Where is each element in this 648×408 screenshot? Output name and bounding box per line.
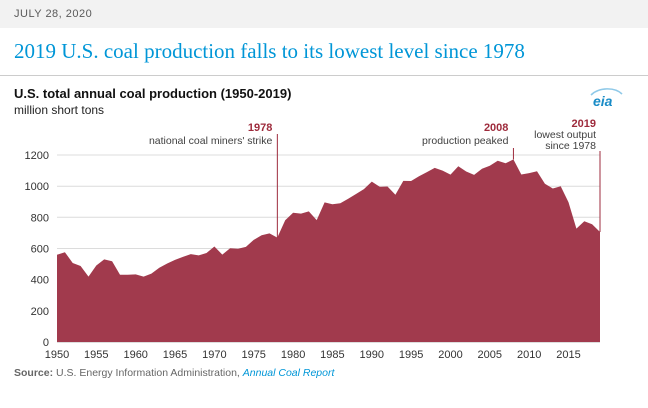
eia-logo: eia bbox=[586, 86, 626, 117]
x-tick-label: 2000 bbox=[438, 349, 462, 361]
x-tick-label: 1985 bbox=[320, 349, 344, 361]
source-org: U.S. Energy Information Administration, bbox=[53, 367, 243, 380]
coal-production-area bbox=[57, 159, 600, 343]
x-tick-label: 1995 bbox=[399, 349, 423, 361]
annotation-year-1978: 1978 bbox=[248, 122, 272, 134]
x-tick-label: 1955 bbox=[84, 349, 108, 361]
source-label: Source: bbox=[14, 367, 54, 380]
chart-units-label: million short tons bbox=[14, 103, 105, 118]
annotation-text-2019-line1: lowest output bbox=[534, 129, 596, 141]
y-tick-label: 1000 bbox=[25, 181, 49, 193]
annotation-year-2019: 2019 bbox=[572, 118, 596, 130]
x-tick-label: 1965 bbox=[163, 349, 187, 361]
y-tick-label: 1200 bbox=[25, 150, 49, 162]
annotation-year-2008: 2008 bbox=[484, 122, 508, 134]
x-tick-label: 1990 bbox=[360, 349, 384, 361]
x-tick-label: 1980 bbox=[281, 349, 305, 361]
y-tick-label: 200 bbox=[31, 306, 49, 318]
eia-logo-swoosh bbox=[590, 88, 623, 96]
chart-header: U.S. total annual coal production (1950-… bbox=[14, 86, 648, 117]
title-divider bbox=[0, 75, 648, 77]
annotation-text-2019-line2: since 1978 bbox=[545, 140, 596, 152]
annotation-text-1978: national coal miners' strike bbox=[149, 135, 273, 147]
date-label: JULY 28, 2020 bbox=[14, 8, 93, 20]
x-tick-label: 1950 bbox=[45, 349, 69, 361]
x-tick-label: 1975 bbox=[241, 349, 265, 361]
eia-logo-text: eia bbox=[593, 93, 613, 109]
x-tick-label: 1970 bbox=[202, 349, 226, 361]
y-tick-label: 600 bbox=[31, 244, 49, 256]
page-title: 2019 U.S. coal production falls to its l… bbox=[14, 39, 525, 63]
y-tick-label: 800 bbox=[31, 213, 49, 225]
coal-production-chart: 0 200 400 600 800 1000 1200 1950 1955 1960 1965 197… bbox=[25, 118, 601, 361]
x-tick-label: 2015 bbox=[556, 349, 580, 361]
top-date-bar: JULY 28, 2020 bbox=[0, 0, 648, 28]
x-tick-label: 2010 bbox=[517, 349, 541, 361]
x-tick-label: 2005 bbox=[478, 349, 502, 361]
y-tick-label: 0 bbox=[43, 337, 49, 349]
annotation-text-2008: production peaked bbox=[422, 135, 509, 147]
x-tick-label: 1960 bbox=[123, 349, 147, 361]
source-line: Source: U.S. Energy Information Administ… bbox=[14, 367, 648, 379]
chart-title: U.S. total annual coal production (1950-… bbox=[14, 86, 292, 102]
annual-coal-report-link[interactable]: Annual Coal Report bbox=[242, 367, 335, 380]
y-tick-label: 400 bbox=[31, 275, 49, 287]
